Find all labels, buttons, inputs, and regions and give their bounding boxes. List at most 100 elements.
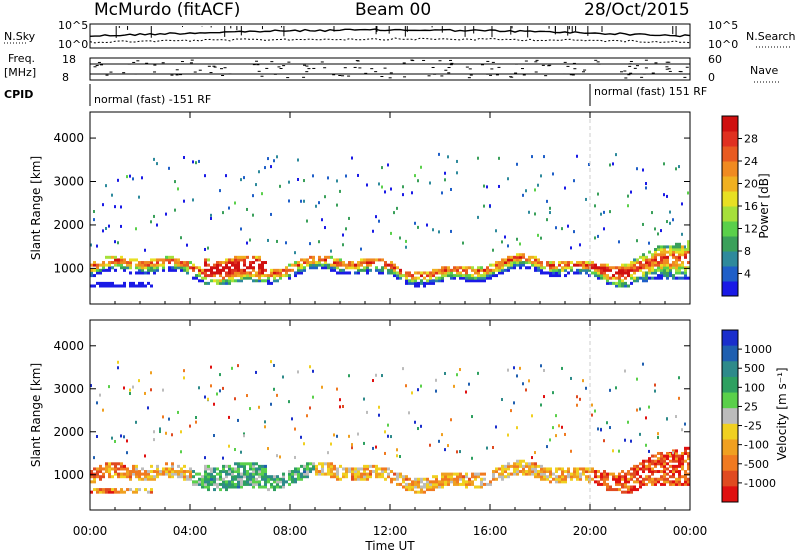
heatmap-scatter <box>402 367 404 371</box>
heatmap-cell <box>609 488 612 492</box>
heatmap-scatter <box>342 404 344 408</box>
heatmap-cell <box>390 268 393 272</box>
heatmap-scatter <box>108 224 110 228</box>
heatmap-cell <box>393 477 396 481</box>
date-title: 28/Oct/2015 <box>584 0 690 20</box>
heatmap-scatter <box>396 206 398 210</box>
heatmap-cell <box>96 271 99 275</box>
heatmap-cell <box>264 274 267 278</box>
heatmap-cell <box>498 467 501 471</box>
heatmap-cell <box>561 266 564 270</box>
heatmap-cell <box>108 475 111 479</box>
heatmap-cell <box>144 271 147 275</box>
heatmap-cell <box>108 263 111 267</box>
heatmap-cell <box>114 462 117 466</box>
heatmap-cell <box>249 480 252 484</box>
heatmap-cell <box>204 263 207 267</box>
heatmap-cell <box>561 480 564 484</box>
heatmap-cell <box>147 271 150 275</box>
heatmap-cell <box>648 459 651 463</box>
heatmap-cell <box>489 276 492 280</box>
heatmap-cell <box>654 462 657 466</box>
heatmap-scatter <box>528 210 530 214</box>
heatmap-cell <box>120 258 123 262</box>
heatmap-cell <box>168 467 171 471</box>
heatmap-cell <box>606 274 609 278</box>
heatmap-cell <box>228 485 231 489</box>
heatmap-scatter <box>543 368 545 372</box>
x-tick-label: 16:00 <box>473 524 508 538</box>
heatmap-scatter <box>570 246 572 250</box>
heatmap-cell <box>147 263 150 267</box>
heatmap-cell <box>363 261 366 265</box>
heatmap-scatter <box>597 234 599 238</box>
heatmap-scatter <box>450 187 452 191</box>
heatmap-cell <box>282 274 285 278</box>
heatmap-cell <box>99 467 102 471</box>
heatmap-cell <box>624 284 627 288</box>
heatmap-cell <box>201 279 204 283</box>
heatmap-cell <box>306 470 309 474</box>
heatmap-cell <box>636 261 639 265</box>
heatmap-cell <box>345 271 348 275</box>
heatmap-cell <box>318 261 321 265</box>
heatmap-cell <box>333 261 336 265</box>
heatmap-cell <box>558 467 561 471</box>
heatmap-cell <box>381 470 384 474</box>
heatmap-cell <box>225 482 228 486</box>
heatmap-cell <box>618 475 621 479</box>
heatmap-cell <box>675 451 678 455</box>
heatmap-cell <box>351 477 354 481</box>
heatmap-cell <box>300 477 303 481</box>
heatmap-cell <box>603 271 606 275</box>
heatmap-cell <box>360 261 363 265</box>
heatmap-cell <box>252 470 255 474</box>
heatmap-cell <box>666 276 669 280</box>
heatmap-cell <box>672 449 675 453</box>
heatmap-scatter <box>255 183 257 187</box>
heatmap-cell <box>633 258 636 262</box>
heatmap-cell <box>609 266 612 270</box>
heatmap-scatter <box>357 432 359 436</box>
heatmap-cell <box>414 271 417 275</box>
heatmap-cell <box>336 261 339 265</box>
heatmap-cell <box>525 258 528 262</box>
heatmap-cell <box>363 470 366 474</box>
heatmap-cell <box>336 472 339 476</box>
heatmap-cell <box>273 276 276 280</box>
heatmap-cell <box>420 490 423 494</box>
heatmap-cell <box>330 263 333 267</box>
heatmap-scatter <box>609 163 611 167</box>
heatmap-cell <box>681 457 684 461</box>
heatmap-cell <box>177 258 180 262</box>
heatmap-scatter <box>138 195 140 199</box>
heatmap-cell <box>294 472 297 476</box>
heatmap-scatter <box>144 391 146 395</box>
heatmap-cell <box>159 258 162 262</box>
heatmap-cell <box>336 266 339 270</box>
heatmap-cell <box>453 266 456 270</box>
heatmap-cell <box>282 477 285 481</box>
heatmap-scatter <box>111 193 113 197</box>
heatmap-cell <box>243 258 246 262</box>
heatmap-cell <box>660 253 663 257</box>
heatmap-scatter <box>306 219 308 223</box>
heatmap-scatter <box>639 432 641 436</box>
heatmap-cell <box>183 263 186 267</box>
heatmap-cell <box>663 271 666 275</box>
heatmap-cell <box>111 488 114 492</box>
heatmap-cell <box>672 459 675 463</box>
heatmap-scatter <box>381 166 383 170</box>
heatmap-cell <box>378 268 381 272</box>
heatmap-cell <box>654 276 657 280</box>
heatmap-cell <box>195 274 198 278</box>
heatmap-cell <box>657 477 660 481</box>
heatmap-cell <box>90 274 93 278</box>
power-colorbar-label: Power [dB] <box>757 173 771 238</box>
heatmap-cell <box>648 475 651 479</box>
heatmap-cell <box>453 482 456 486</box>
heatmap-cell <box>672 250 675 254</box>
heatmap-cell <box>663 480 666 484</box>
heatmap-cell <box>522 253 525 257</box>
heatmap-scatter <box>378 219 380 223</box>
